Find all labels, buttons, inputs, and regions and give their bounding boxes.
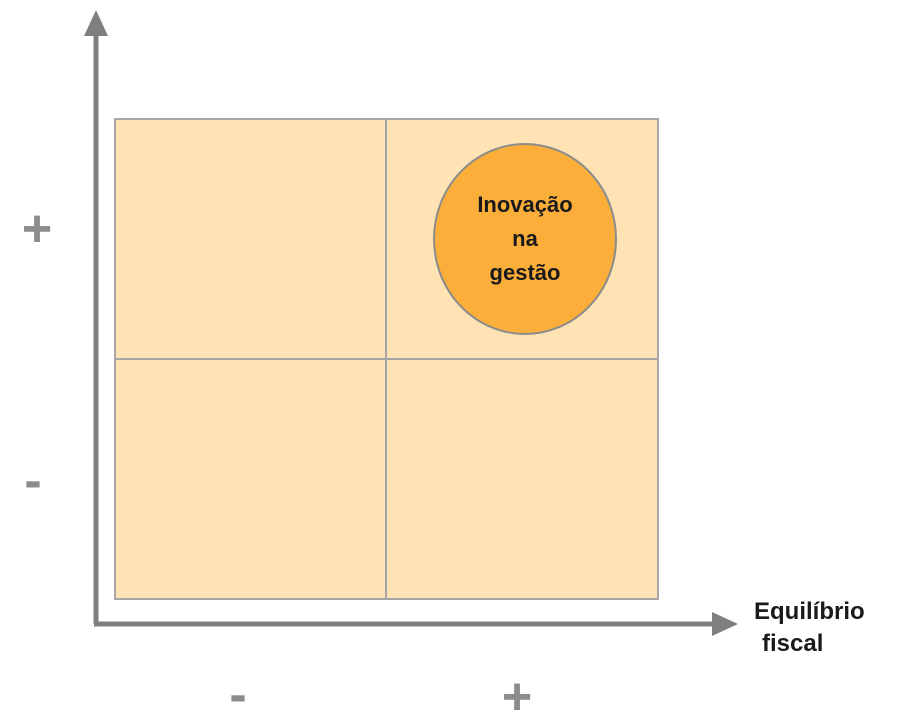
x-axis-label-line-1: Equilíbrio [754,598,865,625]
y-axis-minus-sign: - [24,452,41,510]
quadrant-bottom-right [385,358,659,600]
y-axis-plus-sign: + [22,200,52,258]
bubble-label-line-3: gestão [489,260,561,285]
x-axis [94,612,738,636]
x-axis-minus-sign: - [229,666,246,719]
y-axis [84,10,108,624]
innovation-bubble [433,143,617,335]
x-axis-label-line-2: fiscal [762,630,824,657]
x-axis-arrowhead [712,612,738,636]
bubble-label: Inovação na gestão [434,144,616,334]
quadrant-top-left [114,118,387,360]
bubble-label-line-2: na [512,226,538,251]
quadrant-bottom-left [114,358,387,600]
bubble-label-line-1: Inovação [477,192,573,217]
y-axis-arrowhead [84,10,108,36]
x-axis-label: Equilíbrio fiscal [754,596,865,660]
x-axis-plus-sign: + [502,668,532,719]
